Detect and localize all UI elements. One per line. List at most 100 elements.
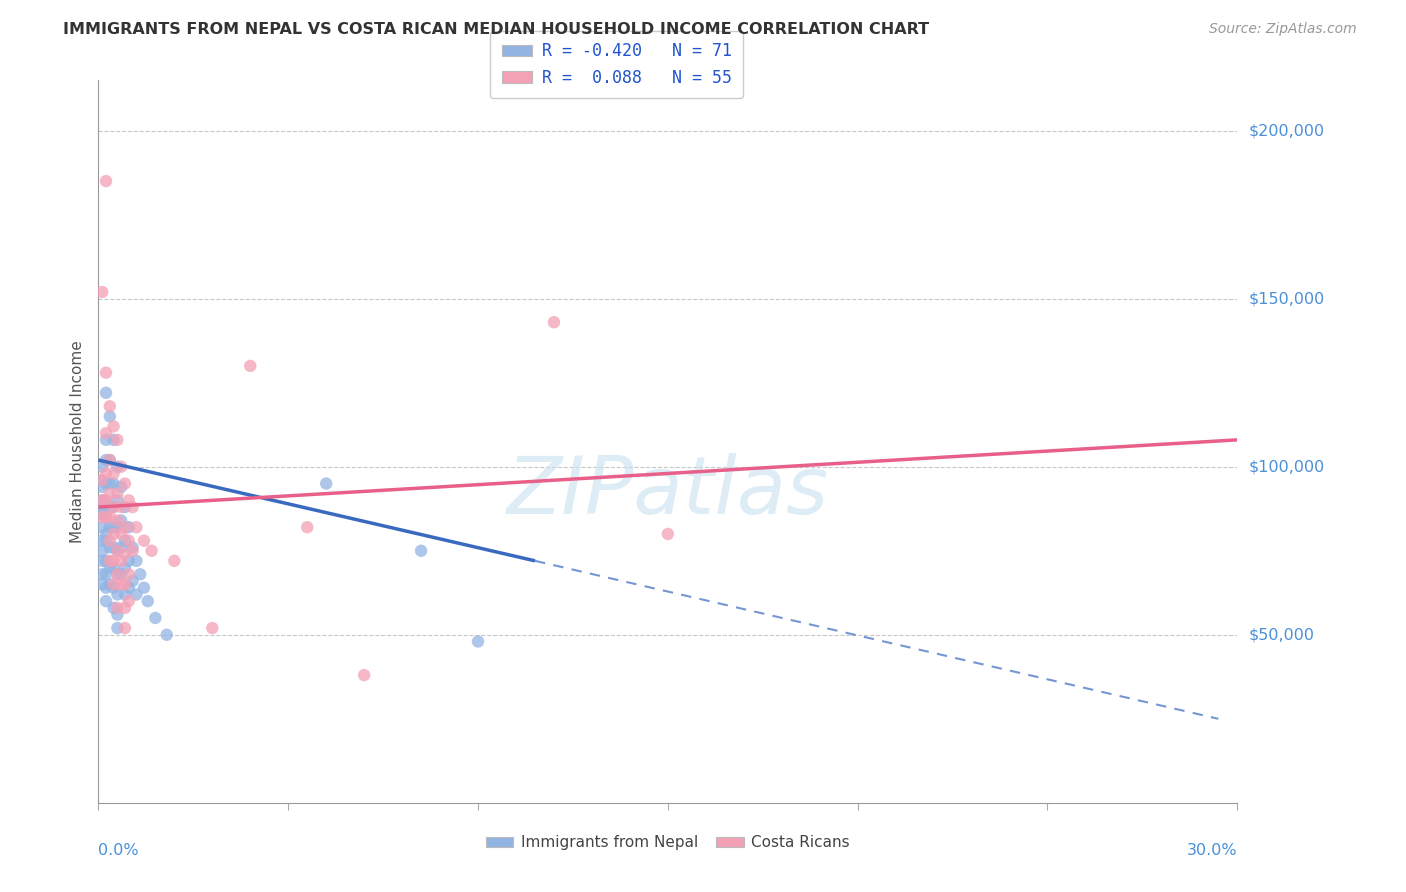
- Point: [98, 409, 121, 424]
- Point: [110, 527, 132, 541]
- Point: [103, 554, 125, 568]
- Point: [98, 399, 121, 413]
- Point: [103, 581, 125, 595]
- Point: [91, 543, 114, 558]
- Point: [94, 493, 117, 508]
- Y-axis label: Median Household Income: Median Household Income: [69, 340, 84, 543]
- Point: [94, 533, 117, 548]
- Point: [145, 611, 167, 625]
- Point: [114, 600, 136, 615]
- Point: [103, 433, 125, 447]
- Point: [110, 514, 132, 528]
- Point: [107, 607, 129, 622]
- Point: [118, 567, 141, 582]
- Point: [94, 174, 117, 188]
- Point: [121, 574, 143, 588]
- Point: [91, 480, 114, 494]
- Point: [110, 500, 132, 514]
- Point: [110, 480, 132, 494]
- Point: [163, 554, 186, 568]
- Point: [107, 520, 129, 534]
- Point: [91, 577, 114, 591]
- Point: [91, 473, 114, 487]
- Point: [91, 459, 114, 474]
- Point: [114, 533, 136, 548]
- Point: [103, 500, 125, 514]
- Point: [107, 567, 129, 582]
- Point: [114, 560, 136, 574]
- Point: [118, 493, 141, 508]
- Text: 30.0%: 30.0%: [1187, 843, 1237, 857]
- Point: [103, 577, 125, 591]
- Point: [91, 507, 114, 521]
- Point: [103, 419, 125, 434]
- Point: [136, 594, 159, 608]
- Point: [98, 486, 121, 500]
- Point: [103, 527, 125, 541]
- Point: [91, 493, 114, 508]
- Point: [110, 577, 132, 591]
- Point: [141, 543, 163, 558]
- Point: [94, 594, 117, 608]
- Point: [657, 527, 679, 541]
- Point: [94, 493, 117, 508]
- Point: [91, 520, 114, 534]
- Point: [94, 453, 117, 467]
- Point: [114, 500, 136, 514]
- Point: [94, 510, 117, 524]
- Point: [239, 359, 262, 373]
- Point: [91, 500, 114, 514]
- Point: [94, 567, 117, 582]
- Point: [114, 547, 136, 561]
- Point: [98, 533, 121, 548]
- Point: [98, 541, 121, 555]
- Point: [94, 581, 117, 595]
- Point: [107, 621, 129, 635]
- Point: [114, 587, 136, 601]
- Point: [118, 533, 141, 548]
- Point: [114, 476, 136, 491]
- Text: $150,000: $150,000: [1249, 291, 1324, 306]
- Point: [543, 315, 565, 329]
- Point: [103, 560, 125, 574]
- Point: [315, 476, 337, 491]
- Point: [353, 668, 375, 682]
- Point: [125, 554, 148, 568]
- Point: [98, 453, 121, 467]
- Point: [132, 533, 155, 548]
- Text: $100,000: $100,000: [1249, 459, 1324, 475]
- Point: [110, 567, 132, 582]
- Point: [121, 541, 143, 555]
- Point: [98, 500, 121, 514]
- Point: [98, 577, 121, 591]
- Point: [98, 554, 121, 568]
- Point: [91, 493, 114, 508]
- Point: [118, 581, 141, 595]
- Point: [107, 587, 129, 601]
- Point: [94, 426, 117, 441]
- Point: [91, 510, 114, 524]
- Point: [94, 467, 117, 481]
- Text: $50,000: $50,000: [1249, 627, 1315, 642]
- Point: [91, 285, 114, 299]
- Point: [94, 385, 117, 400]
- Point: [98, 476, 121, 491]
- Point: [114, 520, 136, 534]
- Point: [103, 500, 125, 514]
- Point: [107, 514, 129, 528]
- Legend: Immigrants from Nepal, Costa Ricans: Immigrants from Nepal, Costa Ricans: [479, 830, 856, 856]
- Point: [467, 634, 489, 648]
- Point: [118, 554, 141, 568]
- Point: [107, 459, 129, 474]
- Point: [121, 543, 143, 558]
- Text: IMMIGRANTS FROM NEPAL VS COSTA RICAN MEDIAN HOUSEHOLD INCOME CORRELATION CHART: IMMIGRANTS FROM NEPAL VS COSTA RICAN MED…: [63, 22, 929, 37]
- Point: [94, 554, 117, 568]
- Point: [201, 621, 224, 635]
- Point: [98, 510, 121, 524]
- Point: [94, 527, 117, 541]
- Point: [94, 366, 117, 380]
- Point: [132, 581, 155, 595]
- Point: [98, 453, 121, 467]
- Point: [103, 520, 125, 534]
- Point: [94, 510, 117, 524]
